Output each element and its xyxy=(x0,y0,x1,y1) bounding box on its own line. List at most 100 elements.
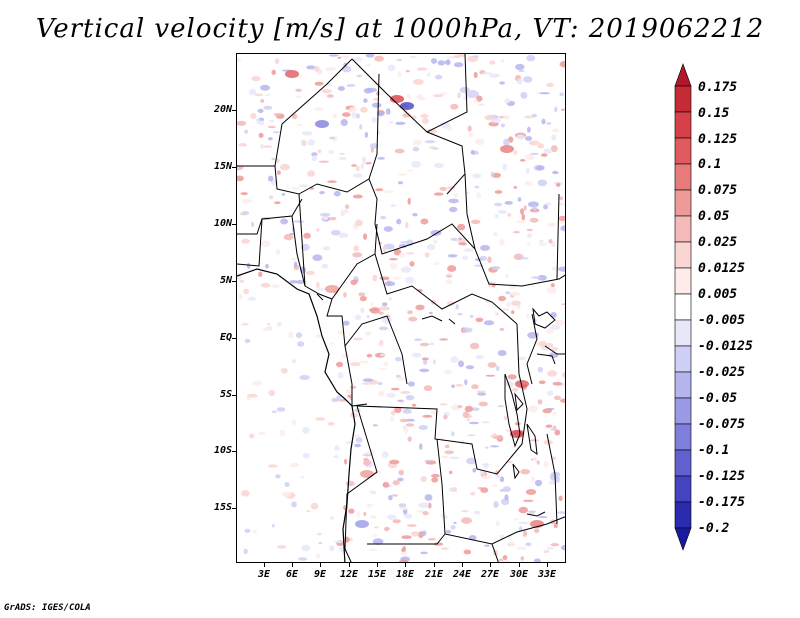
velocity-speck xyxy=(552,381,563,386)
velocity-speck xyxy=(378,326,388,331)
velocity-speck xyxy=(301,139,307,147)
velocity-speck xyxy=(448,198,459,204)
velocity-speck xyxy=(363,459,371,466)
velocity-speck xyxy=(250,113,257,120)
velocity-speck xyxy=(474,185,480,189)
velocity-speck xyxy=(551,346,558,351)
velocity-speck xyxy=(547,370,558,377)
velocity-speck xyxy=(419,342,430,347)
velocity-speck xyxy=(398,181,403,185)
velocity-speck xyxy=(465,365,475,370)
velocity-speck xyxy=(523,530,528,537)
velocity-speck xyxy=(502,115,511,120)
velocity-speck xyxy=(451,431,455,437)
velocity-speck xyxy=(328,54,339,57)
velocity-speck xyxy=(470,219,481,224)
velocity-speck xyxy=(258,132,264,138)
lon-label-15e: 15E xyxy=(367,569,387,580)
velocity-speck xyxy=(469,314,474,318)
velocity-speck xyxy=(347,394,351,398)
velocity-speck xyxy=(247,296,256,301)
velocity-speck xyxy=(382,245,387,253)
colorbar-label: -0.0125 xyxy=(698,339,753,354)
velocity-speck xyxy=(348,508,355,514)
velocity-speck xyxy=(537,399,543,405)
velocity-speck xyxy=(276,322,282,327)
velocity-speck xyxy=(283,233,294,241)
velocity-speck xyxy=(399,418,408,423)
velocity-speck xyxy=(407,524,417,527)
velocity-speck xyxy=(537,366,543,373)
velocity-speck xyxy=(493,501,499,508)
velocity-speck xyxy=(260,98,265,103)
velocity-speck xyxy=(291,419,297,425)
velocity-speck xyxy=(243,288,250,295)
velocity-speck xyxy=(524,181,533,186)
velocity-speck xyxy=(410,531,420,537)
velocity-speck xyxy=(500,58,505,63)
colorbar-label: -0.005 xyxy=(698,313,745,328)
velocity-speck xyxy=(461,510,469,513)
velocity-speck xyxy=(327,180,337,183)
colorbar-label: 0.0125 xyxy=(698,261,745,276)
velocity-speck xyxy=(330,516,334,520)
velocity-speck xyxy=(424,140,436,144)
velocity-speck xyxy=(439,186,447,191)
velocity-speck xyxy=(392,519,401,524)
velocity-speck xyxy=(405,252,415,255)
velocity-speck xyxy=(329,545,335,552)
velocity-speck xyxy=(444,369,452,375)
velocity-speck xyxy=(352,194,363,199)
velocity-speck xyxy=(316,288,327,291)
velocity-speck xyxy=(328,150,334,155)
velocity-speck xyxy=(363,98,368,103)
velocity-speck xyxy=(345,389,352,394)
velocity-speck xyxy=(362,378,374,382)
map-panel xyxy=(236,53,566,563)
lon-tick xyxy=(377,563,378,567)
velocity-speck xyxy=(530,476,535,483)
velocity-speck xyxy=(551,266,558,272)
colorbar-label: -0.025 xyxy=(698,365,745,380)
velocity-speck xyxy=(513,518,519,521)
velocity-speck xyxy=(372,538,384,545)
velocity-speck xyxy=(257,120,265,126)
velocity-speck xyxy=(337,330,347,335)
velocity-speck xyxy=(489,445,500,448)
velocity-speck xyxy=(241,323,249,326)
velocity-speck xyxy=(520,556,525,561)
velocity-hotspot xyxy=(285,70,299,78)
lon-tick xyxy=(519,563,520,567)
lat-tick xyxy=(232,451,236,452)
velocity-speck xyxy=(355,113,360,119)
lon-label-12e: 12E xyxy=(339,569,359,580)
lat-tick xyxy=(232,281,236,282)
map-title: Vertical velocity [m/s] at 1000hPa, VT: … xyxy=(35,14,765,44)
velocity-speck xyxy=(360,163,364,170)
velocity-speck xyxy=(472,173,482,179)
velocity-speck xyxy=(485,374,496,377)
velocity-speck xyxy=(554,429,561,436)
velocity-speck xyxy=(257,108,264,113)
velocity-speck xyxy=(398,469,405,476)
velocity-speck xyxy=(241,199,253,204)
lon-label-30e: 30E xyxy=(509,569,529,580)
velocity-hotspot xyxy=(510,430,524,438)
colorbar-label: 0.025 xyxy=(698,235,738,250)
velocity-speck xyxy=(388,297,393,301)
velocity-speck xyxy=(334,445,340,451)
velocity-speck xyxy=(356,74,363,78)
velocity-speck xyxy=(390,416,395,422)
velocity-speck xyxy=(485,446,489,449)
velocity-speck xyxy=(326,94,334,98)
velocity-speck xyxy=(271,284,280,289)
velocity-speck xyxy=(307,139,315,146)
velocity-speck xyxy=(538,340,547,348)
velocity-speck xyxy=(298,184,309,188)
velocity-speck xyxy=(421,357,430,361)
velocity-speck xyxy=(405,276,415,284)
velocity-speck xyxy=(328,217,337,221)
velocity-speck xyxy=(472,55,480,58)
velocity-speck xyxy=(518,521,529,525)
velocity-speck xyxy=(557,511,565,514)
